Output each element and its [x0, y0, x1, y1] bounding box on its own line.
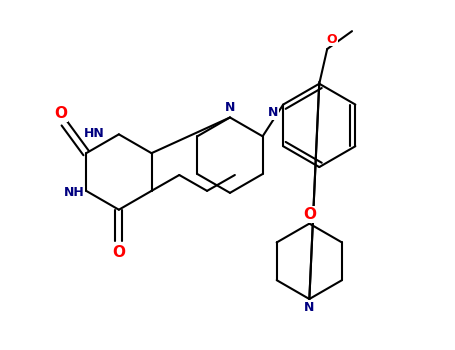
Text: O: O [327, 33, 338, 46]
Text: O: O [112, 245, 126, 260]
Text: HN: HN [84, 127, 105, 140]
Text: NH: NH [64, 186, 84, 200]
Text: N: N [304, 301, 314, 314]
Text: N: N [268, 106, 278, 119]
Text: O: O [303, 207, 316, 222]
Text: O: O [54, 106, 67, 121]
Text: N: N [225, 101, 235, 114]
